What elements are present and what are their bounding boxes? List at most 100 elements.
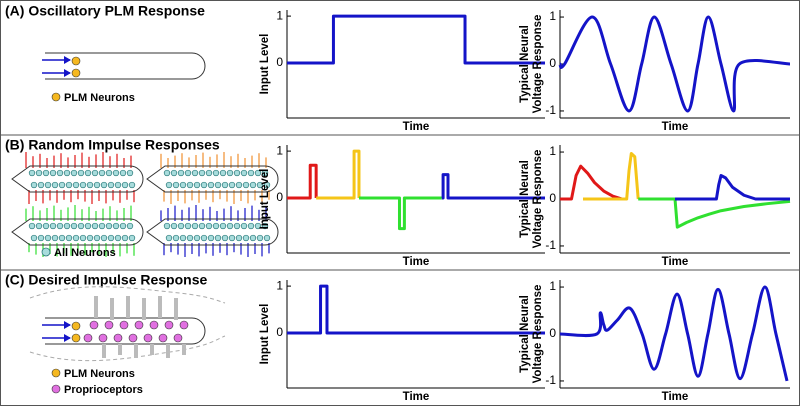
neuron (119, 169, 127, 177)
worm-diagrams (11, 152, 279, 257)
neuron (228, 234, 236, 242)
neuron (163, 169, 171, 177)
neuron (37, 181, 45, 189)
neuron (263, 181, 271, 189)
legend-label: PLM Neurons (64, 368, 135, 380)
neuron (186, 234, 194, 242)
neuron (114, 234, 122, 242)
series-line (316, 149, 361, 200)
y-tick-label: 0 (549, 56, 556, 70)
proprioceptor (173, 333, 183, 343)
neuron (91, 169, 99, 177)
neuron (179, 234, 187, 242)
neuron (240, 222, 248, 230)
neuron (240, 169, 248, 177)
neuron (49, 169, 57, 177)
neuron (86, 234, 94, 242)
y-axis-label: Input Level (259, 169, 271, 230)
muscle-bar (94, 296, 98, 318)
muscle-bar (150, 344, 154, 355)
y-tick-label: -1 (545, 373, 556, 387)
neuron (42, 222, 50, 230)
series-line (558, 15, 791, 113)
neuron (121, 181, 129, 189)
neuron (126, 222, 134, 230)
neuron (249, 181, 257, 189)
neuron (193, 234, 201, 242)
neuron (200, 181, 208, 189)
neuron (186, 181, 194, 189)
neuron (254, 169, 262, 177)
neuron (93, 234, 101, 242)
series-line (675, 174, 790, 201)
neuron (44, 181, 52, 189)
y-tick-label: 1 (276, 8, 283, 22)
neuron (214, 234, 222, 242)
neuron (105, 169, 113, 177)
series-line (441, 173, 545, 200)
neuron (112, 222, 120, 230)
neuron (212, 222, 220, 230)
series-line (583, 151, 640, 201)
y-axis-label: Voltage Response (532, 285, 544, 384)
y-axis-label: Input Level (259, 304, 271, 365)
neuron (58, 181, 66, 189)
y-axis-label: Typical Neural (519, 25, 531, 103)
neuron (184, 222, 192, 230)
y-tick-label: -1 (545, 238, 556, 252)
panel-title: (B) Random Impulse Responses (5, 137, 220, 153)
neuron (84, 222, 92, 230)
proprioceptor (104, 320, 114, 330)
neuron (198, 222, 206, 230)
neuron (179, 181, 187, 189)
muscle-bar (142, 298, 146, 320)
neuron (70, 169, 78, 177)
neuron (30, 181, 38, 189)
muscle-bar (158, 296, 162, 318)
neuron (119, 222, 127, 230)
neuron (235, 181, 243, 189)
neuron (256, 181, 264, 189)
proprioceptor (134, 320, 144, 330)
y-tick-label: 0 (276, 325, 283, 339)
neuron (172, 181, 180, 189)
legend-marker (41, 247, 51, 257)
panel-title: (C) Desired Impulse Response (5, 272, 207, 288)
neuron (93, 181, 101, 189)
neuron (51, 234, 59, 242)
series-line (358, 196, 442, 231)
y-axis-label: Input Level (259, 34, 271, 95)
muscle-bar (166, 344, 170, 358)
y-tick-label: 1 (549, 9, 556, 23)
neuron (37, 234, 45, 242)
proprioceptor (158, 333, 168, 343)
neuron (193, 181, 201, 189)
proprioceptor (128, 333, 138, 343)
neuron (247, 222, 255, 230)
neuron (107, 181, 115, 189)
neuron (79, 234, 87, 242)
series-line (560, 164, 623, 201)
neuron (63, 169, 71, 177)
legend-label: Proprioceptors (64, 384, 143, 396)
neuron (112, 169, 120, 177)
y-tick-label: 1 (276, 143, 283, 157)
neuron (98, 169, 106, 177)
muscle-bar (182, 344, 186, 355)
worm-diagram (42, 52, 206, 102)
neuron (65, 181, 73, 189)
x-axis-label: Time (662, 121, 689, 133)
y-tick-label: 0 (549, 191, 556, 205)
neuron (70, 222, 78, 230)
neuron (233, 169, 241, 177)
x-axis-label: Time (662, 391, 689, 403)
proprioceptor (83, 333, 93, 343)
y-axis-label: Typical Neural (519, 160, 531, 238)
y-tick-label: 0 (549, 326, 556, 340)
proprioceptor (113, 333, 123, 343)
neuron (121, 234, 129, 242)
neuron (205, 222, 213, 230)
y-tick-label: 1 (549, 279, 556, 293)
proprioceptor (179, 320, 189, 330)
y-tick-label: 0 (276, 55, 283, 69)
